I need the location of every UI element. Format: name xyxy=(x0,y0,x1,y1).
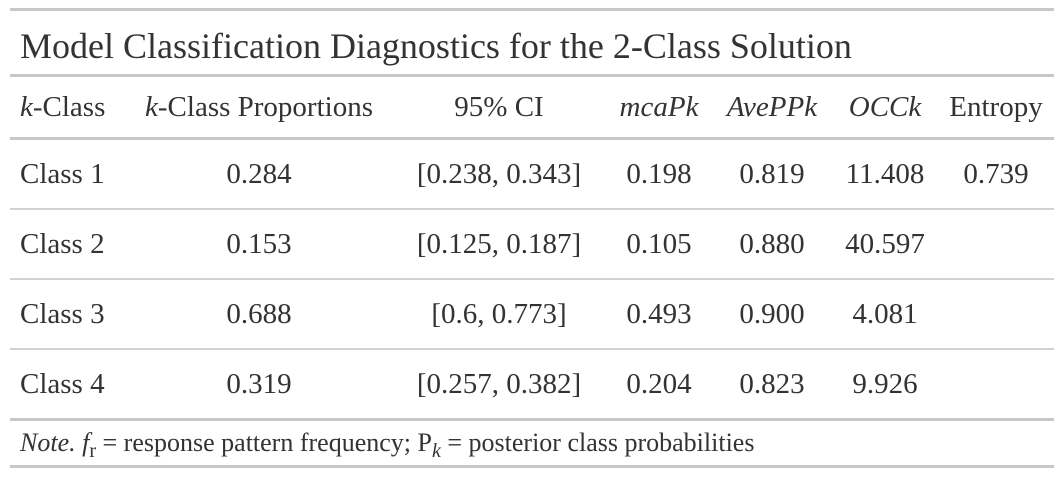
header-mcapk: mcaPk xyxy=(619,90,699,123)
cell-occk: 11.408 xyxy=(832,140,938,210)
cell-aveppk: 0.823 xyxy=(712,349,832,421)
cell-mcapk: 0.204 xyxy=(606,349,712,421)
cell-class: Class 3 xyxy=(10,279,126,350)
title-rule xyxy=(10,74,1054,77)
cell-entropy xyxy=(938,349,1054,421)
table-row: Class 1 0.284 [0.238, 0.343] 0.198 0.819… xyxy=(10,140,1054,210)
cell-class: Class 1 xyxy=(10,140,126,210)
header-aveppk: AvePPk xyxy=(726,90,818,123)
cell-class: Class 4 xyxy=(10,349,126,421)
cell-aveppk: 0.880 xyxy=(712,209,832,280)
table-note: Note. fr = response pattern frequency; P… xyxy=(10,421,1054,465)
cell-ci: [0.6, 0.773] xyxy=(392,279,606,350)
cell-occk: 4.081 xyxy=(832,279,938,350)
header-k-class: k-Class xyxy=(20,90,106,123)
table-row: Class 3 0.688 [0.6, 0.773] 0.493 0.900 4… xyxy=(10,279,1054,350)
cell-mcapk: 0.198 xyxy=(606,140,712,210)
bottom-rule xyxy=(10,465,1054,468)
top-rule xyxy=(10,8,1054,11)
cell-mcapk: 0.493 xyxy=(606,279,712,350)
table-row: Class 4 0.319 [0.257, 0.382] 0.204 0.823… xyxy=(10,349,1054,421)
cell-aveppk: 0.900 xyxy=(712,279,832,350)
header-k-class-proportions: k-Class Proportions xyxy=(145,90,373,123)
note-text-1: = response pattern frequency; P xyxy=(96,428,432,457)
note-f-symbol: f xyxy=(82,428,90,457)
header-entropy: Entropy xyxy=(949,90,1043,123)
note-p-subscript: k xyxy=(431,440,441,462)
cell-ci: [0.257, 0.382] xyxy=(392,349,606,421)
note-f-subscript: r xyxy=(89,440,97,462)
note-label: Note. xyxy=(20,428,76,457)
diagnostics-table: k-Class k-Class Proportions 95% CI mcaPk… xyxy=(10,77,1054,421)
cell-mcapk: 0.105 xyxy=(606,209,712,280)
note-text-2: = posterior class probabilities xyxy=(440,428,755,457)
table-title: Model Classification Diagnostics for the… xyxy=(20,26,852,66)
cell-proportion: 0.688 xyxy=(126,279,392,350)
header-rule xyxy=(10,137,1054,140)
cell-occk: 40.597 xyxy=(832,209,938,280)
table-container: Model Classification Diagnostics for the… xyxy=(10,8,1054,468)
header-row: k-Class k-Class Proportions 95% CI mcaPk… xyxy=(10,77,1054,137)
cell-entropy: 0.739 xyxy=(938,140,1054,210)
cell-entropy xyxy=(938,209,1054,280)
header-95-ci: 95% CI xyxy=(454,90,544,123)
cell-class: Class 2 xyxy=(10,209,126,280)
cell-proportion: 0.284 xyxy=(126,140,392,210)
cell-proportion: 0.153 xyxy=(126,209,392,280)
cell-ci: [0.125, 0.187] xyxy=(392,209,606,280)
cell-proportion: 0.319 xyxy=(126,349,392,421)
cell-aveppk: 0.819 xyxy=(712,140,832,210)
header-occk: OCCk xyxy=(848,90,922,123)
cell-occk: 9.926 xyxy=(832,349,938,421)
cell-entropy xyxy=(938,279,1054,350)
table-row: Class 2 0.153 [0.125, 0.187] 0.105 0.880… xyxy=(10,209,1054,280)
cell-ci: [0.238, 0.343] xyxy=(392,140,606,210)
